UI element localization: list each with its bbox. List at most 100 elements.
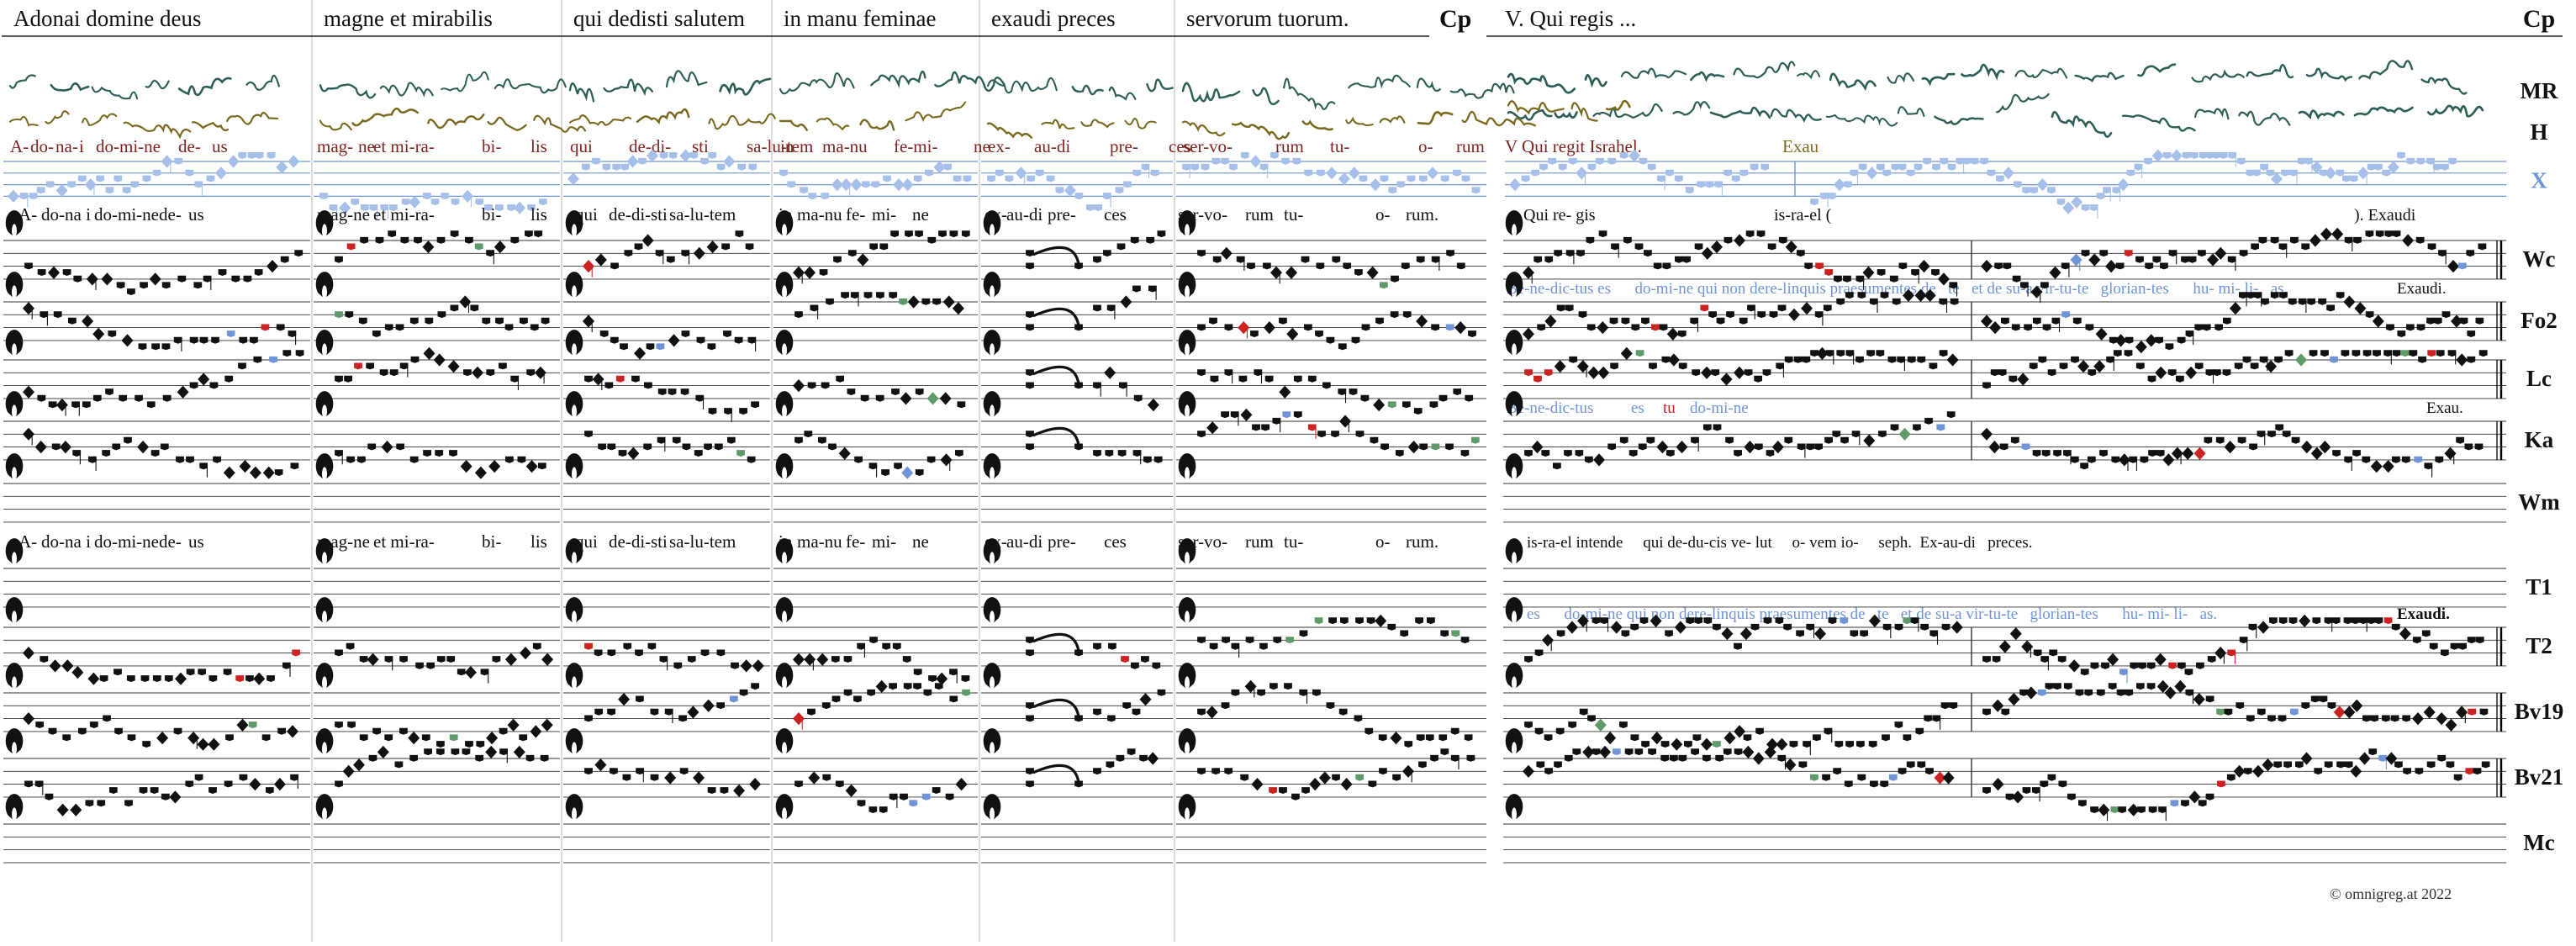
svg-text:do-na i: do-na i xyxy=(41,204,91,225)
svg-text:A-: A- xyxy=(10,136,29,156)
svg-text:i: i xyxy=(79,136,84,156)
svg-text:bi-: bi- xyxy=(482,204,501,225)
svg-text:us: us xyxy=(188,204,204,225)
svg-text:H: H xyxy=(2530,119,2547,145)
svg-text:exaudi preces: exaudi preces xyxy=(991,6,1116,31)
svg-text:us: us xyxy=(188,531,204,552)
svg-text:fe-: fe- xyxy=(846,531,865,552)
svg-text:et mi-ra-: et mi-ra- xyxy=(373,136,435,156)
svg-text:do-na i: do-na i xyxy=(41,531,91,552)
svg-text:au-di: au-di xyxy=(1006,531,1043,552)
svg-text:mag-: mag- xyxy=(317,136,353,156)
svg-text:lis: lis xyxy=(531,531,547,552)
svg-text:Exaudi.: Exaudi. xyxy=(2397,280,2447,298)
svg-text:et mi-ra-: et mi-ra- xyxy=(373,531,435,552)
svg-text:de-: de- xyxy=(178,136,201,156)
svg-text:rum.: rum. xyxy=(1406,204,1438,225)
svg-text:Cp: Cp xyxy=(1439,5,1471,33)
svg-text:do-: do- xyxy=(30,136,54,156)
svg-text:sa-lu-tem: sa-lu-tem xyxy=(669,531,736,552)
svg-text:do-mi-ne: do-mi-ne xyxy=(1690,399,1749,417)
svg-text:tu-: tu- xyxy=(1284,531,1303,552)
svg-text:ne: ne xyxy=(912,531,929,552)
svg-text:tu-: tu- xyxy=(1330,136,1349,156)
svg-text:sti: sti xyxy=(651,531,668,552)
svg-text:X: X xyxy=(2531,168,2547,193)
svg-text:ma-nu: ma-nu xyxy=(797,531,842,552)
svg-text:T1: T1 xyxy=(2526,574,2552,600)
svg-text:ne: ne xyxy=(912,204,929,225)
svg-text:ex-: ex- xyxy=(988,136,1011,156)
svg-text:Exau.: Exau. xyxy=(2426,399,2463,417)
svg-text:bi-: bi- xyxy=(482,136,501,156)
svg-text:es: es xyxy=(1631,399,1644,417)
svg-text:mi-: mi- xyxy=(872,204,896,225)
svg-text:magne et mirabilis: magne et mirabilis xyxy=(324,6,493,31)
svg-text:ser-vo-: ser-vo- xyxy=(1183,136,1233,156)
svg-text:do-mi-ne: do-mi-ne xyxy=(94,204,159,225)
svg-text:sti: sti xyxy=(651,204,668,225)
svg-text:is-ra-el intende qui de-du: is-ra-el intende qui de-du-cis ve- lut o… xyxy=(1527,534,2032,552)
svg-text:Ka: Ka xyxy=(2525,427,2554,452)
svg-text:au-di: au-di xyxy=(1006,204,1043,225)
svg-text:Wc: Wc xyxy=(2523,246,2556,272)
svg-text:Adonai domine deus: Adonai domine deus xyxy=(13,6,201,31)
svg-text:Exaudi.: Exaudi. xyxy=(2397,605,2450,623)
svg-text:pre-: pre- xyxy=(1048,204,1076,225)
svg-text:). Exaudi: ). Exaudi xyxy=(2354,206,2416,225)
svg-text:ces: ces xyxy=(1104,204,1127,225)
svg-text:ces: ces xyxy=(1104,531,1127,552)
svg-text:Mc: Mc xyxy=(2523,830,2554,855)
svg-text:Exau: Exau xyxy=(1782,136,1819,156)
svg-text:Bv21: Bv21 xyxy=(2515,764,2564,790)
svg-text:de-di-: de-di- xyxy=(609,531,651,552)
svg-text:ne: ne xyxy=(358,136,375,156)
svg-text:Qui re- gis: Qui re- gis xyxy=(1523,206,1596,225)
svg-text:qui dedisti salutem: qui dedisti salutem xyxy=(573,6,745,31)
svg-text:is-ra-el (: is-ra-el ( xyxy=(1774,206,1832,225)
svg-text:rum.: rum. xyxy=(1406,531,1438,552)
svg-text:Lc: Lc xyxy=(2526,366,2552,391)
svg-text:fe-mi-: fe-mi- xyxy=(894,136,937,156)
svg-text:et mi-ra-: et mi-ra- xyxy=(373,204,435,225)
svg-text:us: us xyxy=(212,136,228,156)
svg-text:MR: MR xyxy=(2521,78,2558,103)
svg-text:do-mi-ne: do-mi-ne xyxy=(96,136,161,156)
svg-text:sa-lu-tem: sa-lu-tem xyxy=(669,204,736,225)
svg-text:o-: o- xyxy=(1375,204,1391,225)
svg-text:V. Qui regis ...: V. Qui regis ... xyxy=(1505,6,1636,31)
svg-text:lis: lis xyxy=(531,136,547,156)
svg-text:Be-ne-dic-tus es do-mi-ne: Be-ne-dic-tus es do-mi-ne qui non dere-l… xyxy=(1507,280,2288,298)
svg-text:ma-nu: ma-nu xyxy=(797,204,842,225)
svg-text:© omnigreg.at 2022: © omnigreg.at 2022 xyxy=(2330,885,2452,902)
svg-text:de-: de- xyxy=(159,204,182,225)
svg-text:Wm: Wm xyxy=(2518,489,2560,515)
svg-text:tu: tu xyxy=(1663,399,1676,417)
svg-text:na-: na- xyxy=(55,136,78,156)
svg-text:pre-: pre- xyxy=(1048,531,1076,552)
svg-text:o-: o- xyxy=(1418,136,1433,156)
svg-text:au-di: au-di xyxy=(1034,136,1070,156)
svg-text:Cp: Cp xyxy=(2523,5,2555,33)
svg-text:Fo2: Fo2 xyxy=(2521,308,2558,333)
svg-text:o-: o- xyxy=(1375,531,1391,552)
svg-text:bi-: bi- xyxy=(482,531,501,552)
svg-text:rum: rum xyxy=(1456,136,1485,156)
svg-text:mi-: mi- xyxy=(872,531,896,552)
svg-text:de-: de- xyxy=(159,531,182,552)
svg-text:tu-: tu- xyxy=(1284,204,1303,225)
svg-text:Bv19: Bv19 xyxy=(2515,699,2564,724)
svg-text:rum: rum xyxy=(1275,136,1304,156)
svg-text:rum: rum xyxy=(1245,531,1274,552)
svg-text:qui: qui xyxy=(570,136,593,156)
svg-text:T2: T2 xyxy=(2526,633,2552,658)
svg-text:de-di-: de-di- xyxy=(609,204,651,225)
svg-text:lis: lis xyxy=(531,204,547,225)
svg-text:rum: rum xyxy=(1245,204,1274,225)
svg-text:fe-: fe- xyxy=(846,204,865,225)
svg-text:in manu feminae: in manu feminae xyxy=(784,6,936,31)
svg-text:do-mi-ne: do-mi-ne xyxy=(94,531,159,552)
svg-text:ma-nu: ma-nu xyxy=(822,136,868,156)
svg-text:pre-: pre- xyxy=(1110,136,1138,156)
svg-text:servorum tuorum.: servorum tuorum. xyxy=(1186,6,1349,31)
